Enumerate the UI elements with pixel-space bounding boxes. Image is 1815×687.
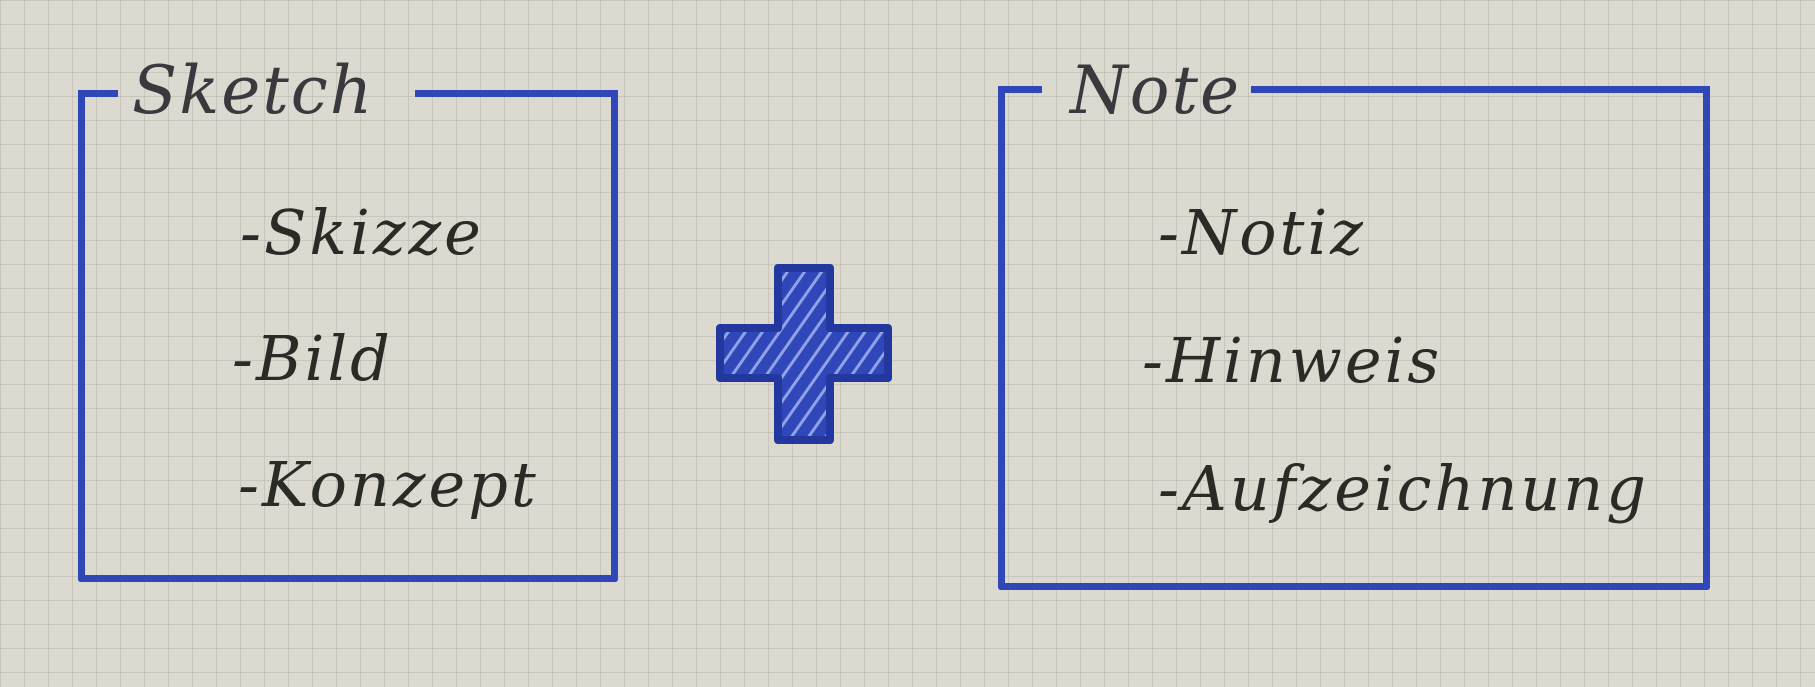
sketch-box	[78, 90, 618, 582]
note-item: -Aufzeichnung	[1158, 452, 1649, 525]
note-box	[998, 86, 1710, 590]
plus-icon	[716, 264, 892, 444]
sketch-item: -Konzept	[238, 448, 539, 521]
sketch-title: Sketch	[132, 52, 375, 129]
sketch-item: -Skizze	[240, 196, 484, 269]
note-item: -Hinweis	[1142, 324, 1443, 397]
note-item: -Notiz	[1158, 196, 1366, 269]
sketch-item: -Bild	[232, 322, 393, 395]
note-title: Note	[1070, 52, 1242, 129]
